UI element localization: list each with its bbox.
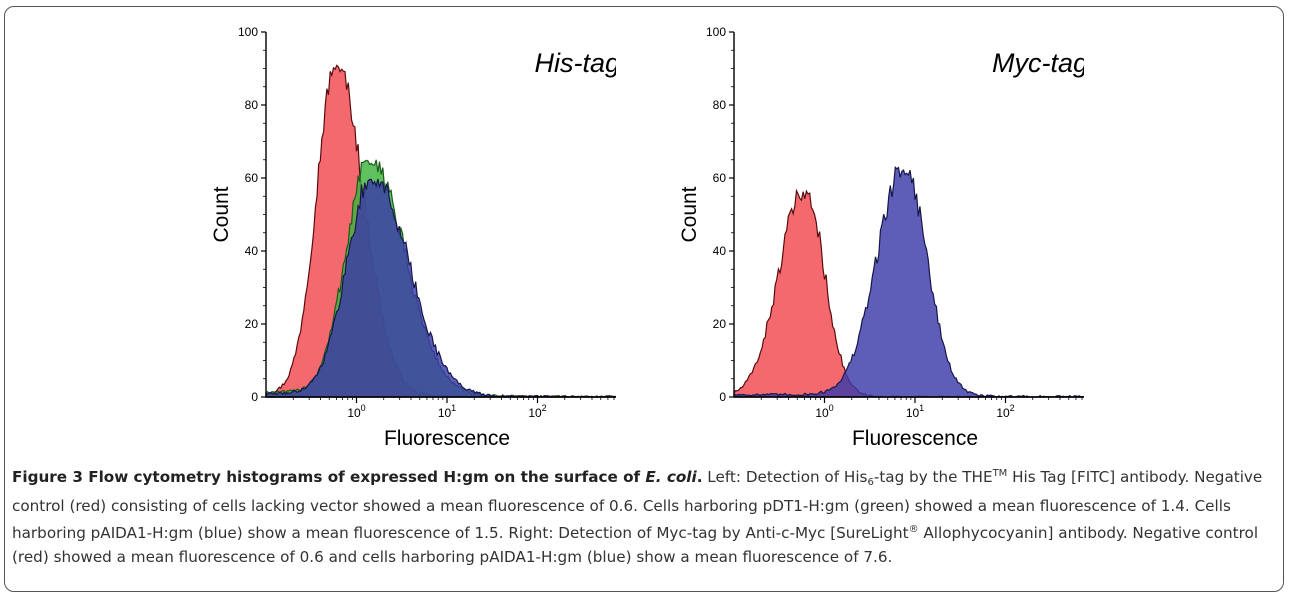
panel-label: Myc-tag bbox=[992, 48, 1084, 78]
caption-text-3: His Tag [FITC] antibody. Negative contro… bbox=[12, 468, 1263, 542]
x-tick-label: 102 bbox=[996, 403, 1014, 420]
caption-superscript-tm: TM bbox=[992, 468, 1008, 479]
y-tick-label: 20 bbox=[713, 317, 727, 331]
caption-label: Figure 3 Flow cytometry histograms of ex… bbox=[12, 468, 646, 486]
caption-text-2: -tag by the THE bbox=[873, 468, 993, 486]
histogram-chart: 020406080100100101102103His-tagFluoresce… bbox=[210, 25, 616, 450]
caption-text-4: Allophycocyanin] antibody. Negative cont… bbox=[12, 524, 1259, 566]
figure-frame bbox=[4, 6, 1284, 592]
x-axis-label: Fluorescence bbox=[384, 427, 510, 450]
y-tick-label: 80 bbox=[713, 98, 727, 112]
x-tick-label: 101 bbox=[438, 403, 456, 420]
his-tag-histogram-panel: 020406080100100101102103His-tagFluoresce… bbox=[196, 24, 616, 454]
caption-text-1: Left: Detection of His bbox=[702, 468, 868, 486]
caption-label-italic: E. coli bbox=[645, 468, 697, 486]
y-tick-label: 100 bbox=[706, 25, 726, 39]
histogram-chart: 020406080100100101102103Myc-tagFluoresce… bbox=[678, 25, 1084, 450]
x-tick-label: 102 bbox=[528, 403, 546, 420]
y-tick-label: 60 bbox=[713, 171, 727, 185]
y-axis-label: Count bbox=[678, 186, 701, 242]
y-tick-label: 100 bbox=[238, 25, 258, 39]
y-tick-label: 80 bbox=[245, 98, 259, 112]
caption-subscript: 6 bbox=[867, 477, 874, 488]
y-tick-label: 40 bbox=[245, 244, 259, 258]
series-area bbox=[265, 64, 616, 398]
x-axis-label: Fluorescence bbox=[852, 427, 978, 450]
x-tick-label: 100 bbox=[815, 403, 833, 420]
y-tick-label: 40 bbox=[713, 244, 727, 258]
y-tick-label: 20 bbox=[245, 317, 259, 331]
y-tick-label: 0 bbox=[719, 390, 726, 404]
caption-superscript-registered: ® bbox=[908, 524, 919, 535]
myc-tag-histogram-panel: 020406080100100101102103Myc-tagFluoresce… bbox=[664, 24, 1084, 454]
figure-caption: Figure 3 Flow cytometry histograms of ex… bbox=[12, 462, 1267, 569]
x-tick-label: 101 bbox=[906, 403, 924, 420]
y-tick-label: 60 bbox=[245, 171, 259, 185]
caption-label-end: . bbox=[696, 468, 703, 486]
x-tick-label: 100 bbox=[347, 403, 365, 420]
y-tick-label: 0 bbox=[251, 390, 258, 404]
y-axis-label: Count bbox=[210, 186, 233, 242]
panel-label: His-tag bbox=[534, 48, 616, 78]
